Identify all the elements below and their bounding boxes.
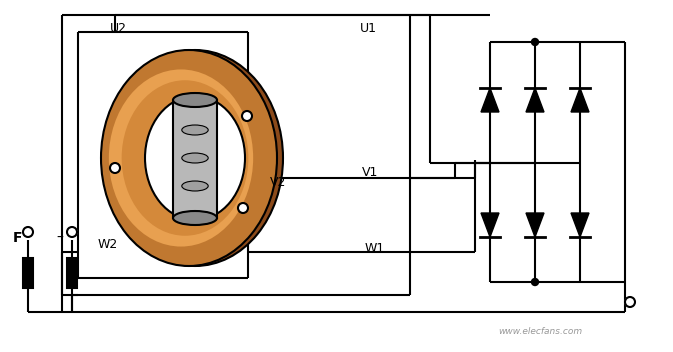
Ellipse shape bbox=[182, 181, 208, 191]
Polygon shape bbox=[481, 88, 499, 112]
Ellipse shape bbox=[182, 153, 208, 163]
Polygon shape bbox=[481, 213, 499, 237]
Ellipse shape bbox=[173, 211, 217, 225]
Bar bbox=[173, 100, 217, 218]
Circle shape bbox=[67, 227, 77, 237]
Circle shape bbox=[242, 111, 252, 121]
Text: F: F bbox=[13, 231, 23, 245]
Polygon shape bbox=[571, 213, 589, 237]
Circle shape bbox=[23, 227, 33, 237]
Ellipse shape bbox=[101, 50, 277, 266]
Ellipse shape bbox=[107, 50, 283, 266]
Circle shape bbox=[238, 203, 248, 213]
Text: V1: V1 bbox=[362, 165, 378, 178]
Polygon shape bbox=[526, 88, 544, 112]
Bar bbox=[23, 258, 33, 288]
Bar bbox=[67, 258, 77, 288]
Polygon shape bbox=[526, 213, 544, 237]
Text: –: – bbox=[57, 231, 63, 245]
Ellipse shape bbox=[145, 96, 245, 220]
Polygon shape bbox=[571, 88, 589, 112]
Ellipse shape bbox=[173, 93, 217, 107]
Circle shape bbox=[532, 38, 538, 45]
Ellipse shape bbox=[109, 69, 253, 246]
Text: U2: U2 bbox=[110, 21, 127, 34]
Text: W1: W1 bbox=[365, 241, 385, 254]
Text: www.elecfans.com: www.elecfans.com bbox=[498, 327, 582, 337]
Ellipse shape bbox=[182, 125, 208, 135]
Circle shape bbox=[532, 278, 538, 285]
Text: W2: W2 bbox=[98, 239, 118, 251]
Text: V2: V2 bbox=[270, 176, 286, 189]
Circle shape bbox=[625, 297, 635, 307]
Text: U1: U1 bbox=[359, 21, 376, 34]
Circle shape bbox=[110, 163, 120, 173]
Ellipse shape bbox=[122, 80, 248, 236]
